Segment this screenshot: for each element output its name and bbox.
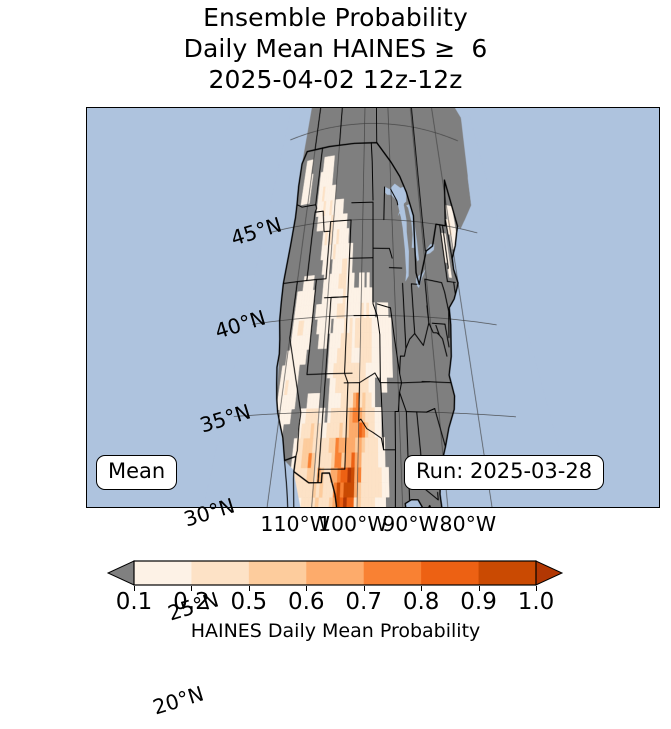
colorbar-label: HAINES Daily Mean Probability	[190, 620, 481, 642]
lon-tick-100: 100°W	[317, 512, 388, 536]
colorbar-tick-label-0.9: 0.9	[460, 589, 497, 615]
lon-tick-80: 80°W	[439, 512, 497, 536]
colorbar-gradient	[102, 560, 568, 586]
colorbar-tick-mark	[191, 586, 193, 591]
colorbar-tick-mark	[536, 586, 537, 591]
map-plot	[87, 108, 659, 507]
colorbar-tick-mark	[421, 586, 423, 591]
figure-title: Ensemble Probability Daily Mean HAINES ≥…	[0, 2, 671, 95]
annotation-run-date: Run: 2025-03-28	[404, 455, 605, 490]
colorbar-tick-mark	[478, 586, 480, 591]
colorbar-tick-label-0.2: 0.2	[173, 589, 210, 615]
lat-tick-20: 20°N	[149, 681, 207, 720]
colorbar-tick-mark	[306, 586, 308, 591]
title-line-1: Ensemble Probability	[203, 3, 468, 32]
annotation-ensemble-stat: Mean	[96, 455, 178, 490]
colorbar-tick-label-0.5: 0.5	[230, 589, 268, 615]
colorbar-tick-mark	[248, 586, 250, 591]
lon-tick-110: 110°W	[260, 512, 331, 536]
colorbar-tick-label-0.8: 0.8	[402, 589, 440, 615]
title-line-2: Daily Mean HAINES ≥ 6	[183, 34, 488, 63]
title-line-3: 2025-04-02 12z-12z	[208, 65, 463, 94]
colorbar[interactable]	[102, 560, 568, 586]
colorbar-tick-mark	[134, 586, 135, 591]
colorbar-tick-label-0.7: 0.7	[345, 589, 382, 615]
map-axes[interactable]	[86, 107, 660, 508]
colorbar-tick-mark	[363, 586, 365, 591]
colorbar-tick-label-0.6: 0.6	[287, 589, 325, 615]
lon-tick-90: 90°W	[382, 512, 439, 536]
colorbar-tick-label-0.1: 0.1	[115, 589, 153, 615]
colorbar-tick-label-1.0: 1.0	[517, 589, 555, 615]
